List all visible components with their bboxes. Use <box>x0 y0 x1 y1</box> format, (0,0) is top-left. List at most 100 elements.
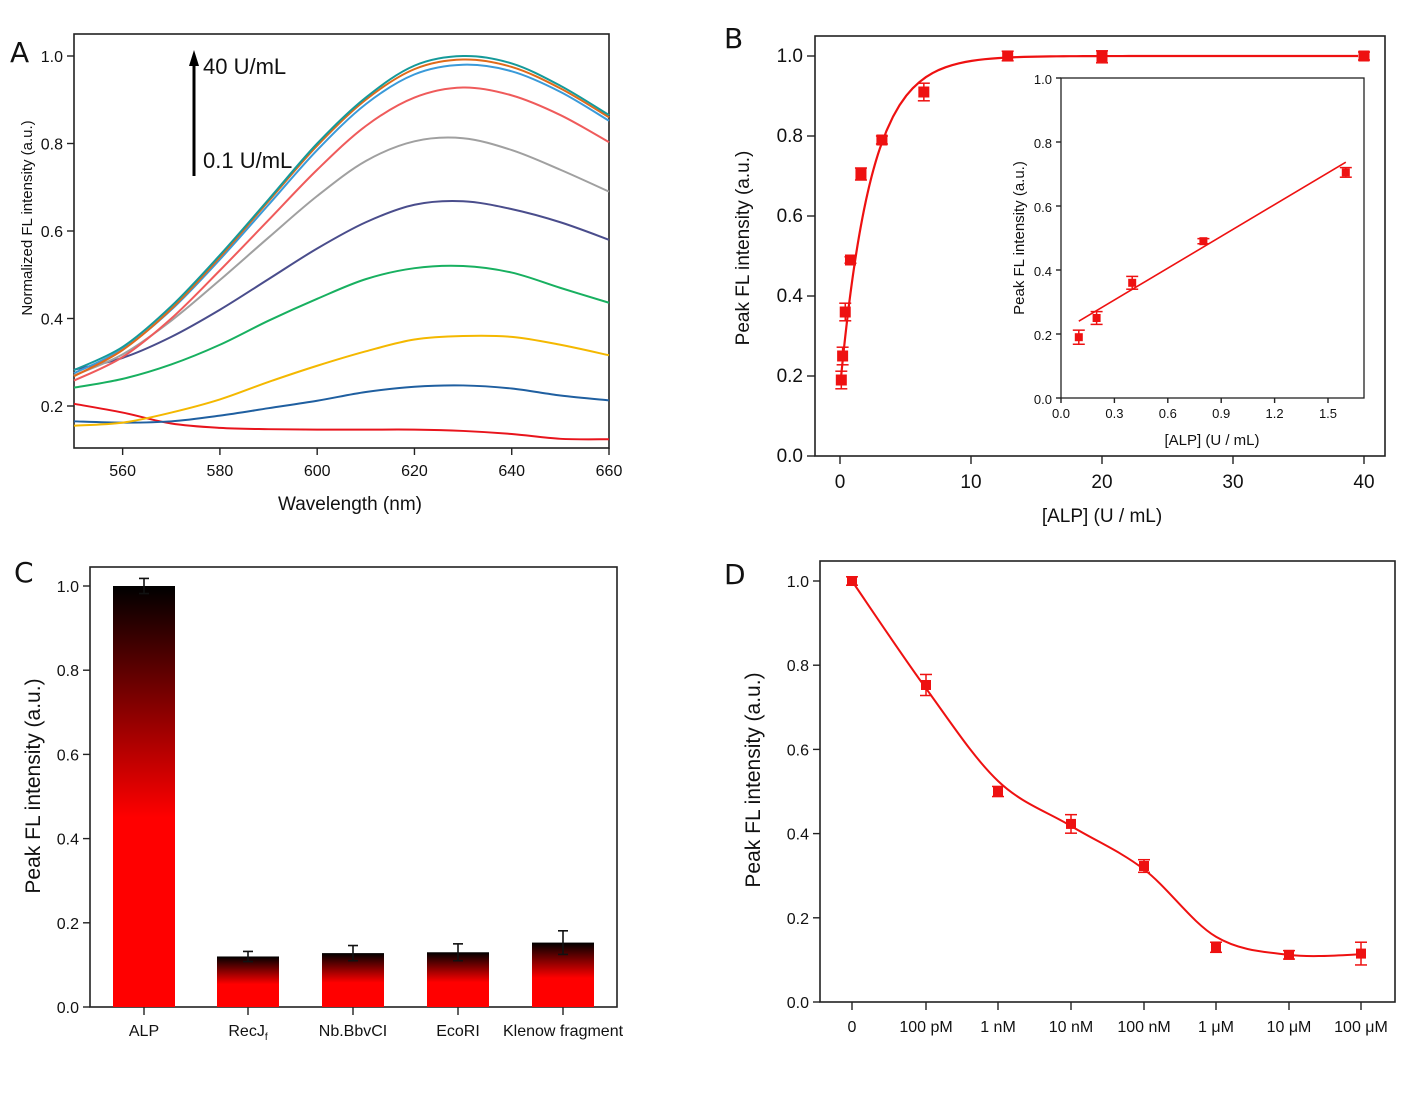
a-ytick-label: 0.4 <box>41 312 63 329</box>
inset-ytick-label: 1.0 <box>1034 72 1052 87</box>
spectrum-line <box>73 199 610 371</box>
a-xtick-label: 620 <box>401 463 428 480</box>
inset-xtick-label: 0.0 <box>1052 406 1070 421</box>
spectrum-line <box>73 384 610 424</box>
b-data-point <box>876 134 888 146</box>
b-ytick-label: 0.2 <box>777 366 803 387</box>
inset-data-point <box>1199 237 1208 246</box>
spectra-lines <box>73 54 610 441</box>
inset-data-point <box>1074 333 1083 342</box>
panel-label-a: A <box>10 36 29 69</box>
d-xtick-label: 1 nM <box>980 1019 1016 1036</box>
x-axis-title-b: [ALP] (U / mL) <box>1042 506 1162 527</box>
y-axis-b: 0.0 0.2 0.4 0.6 0.8 1.0 <box>777 46 815 467</box>
inset-ytick-label: 0.4 <box>1034 264 1052 279</box>
b-ytick-label: 0.8 <box>777 126 803 147</box>
panel-c: C 0.0 0.2 0.4 0.6 0.8 1.0 ALP RecJf Nb.BbvCI Eco… <box>14 556 624 1043</box>
x-axis-d: 0 100 pM 1 nM 10 nM 100 nM 1 μM 10 μM 100 μM <box>848 1002 1388 1036</box>
b-data-point <box>837 350 849 362</box>
d-ytick-label: 0.2 <box>787 911 809 928</box>
spectrum-line <box>73 402 610 441</box>
spectrum-line <box>73 58 610 378</box>
category-label: Nb.BbvCI <box>319 1023 387 1040</box>
d-ytick-label: 0.0 <box>787 995 809 1012</box>
b-ytick-label: 1.0 <box>777 46 803 67</box>
b-data-point <box>855 168 867 180</box>
panel-a: A 0.2 0.4 0.6 0.8 1.0 560 580 600 620 640 660 Wav… <box>10 33 622 515</box>
d-ytick-label: 0.4 <box>787 827 809 844</box>
bars-c <box>113 577 594 1007</box>
spectrum-line <box>73 54 610 372</box>
b-xtick-label: 10 <box>960 472 981 493</box>
inset-xtick-label: 0.3 <box>1105 406 1123 421</box>
b-data-point <box>918 86 930 98</box>
b-data-point <box>835 374 847 386</box>
inset-xtick-label: 1.2 <box>1266 406 1284 421</box>
c-ytick-label: 1.0 <box>57 579 79 596</box>
x-axis-inset: 0.0 0.3 0.6 0.9 1.2 1.5 <box>1052 398 1337 421</box>
inset-ytick-label: 0.2 <box>1034 328 1052 343</box>
spectrum-line <box>73 63 610 375</box>
category-label: ALP <box>129 1023 159 1040</box>
a-ytick-label: 0.6 <box>41 224 63 241</box>
d-xtick-label: 0 <box>848 1019 857 1036</box>
spectrum-line <box>73 136 610 377</box>
b-xtick-label: 40 <box>1353 472 1374 493</box>
inset-data-point <box>1128 278 1137 287</box>
data-points-inset <box>1072 166 1352 345</box>
b-data-point <box>1002 50 1014 62</box>
d-data-point <box>1211 942 1221 953</box>
panel-label-c: C <box>14 556 34 589</box>
c-ytick-label: 0.0 <box>57 1000 79 1017</box>
x-axis-c: ALP RecJf Nb.BbvCI EcoRI Klenow fragment <box>129 1007 624 1043</box>
inset-ytick-label: 0.0 <box>1034 392 1052 407</box>
inset-xtick-label: 0.6 <box>1159 406 1177 421</box>
spectrum-line <box>73 334 610 427</box>
panel-label-b: B <box>724 22 743 55</box>
inset-data-point <box>1092 314 1101 322</box>
plot-frame-d <box>819 560 1396 1003</box>
data-points-d <box>846 576 1367 966</box>
a-ytick-label: 0.8 <box>41 137 63 154</box>
plot-frame-a <box>73 33 610 449</box>
d-ytick-label: 0.6 <box>787 742 809 759</box>
b-data-point <box>1358 50 1370 62</box>
panel-b: B 0.0 0.2 0.4 0.6 0.8 1.0 0 10 20 30 40 [ALP] (U … <box>724 22 1386 527</box>
fit-curve <box>851 580 1362 958</box>
category-label: RecJf <box>228 1023 267 1043</box>
fit-curve-d <box>851 580 1362 958</box>
d-data-point <box>1066 818 1076 829</box>
x-axis-b: 0 10 20 30 40 <box>835 456 1375 493</box>
spectrum-line <box>73 264 610 389</box>
plot-frame-b <box>814 35 1386 457</box>
b-ytick-label: 0.6 <box>777 206 803 227</box>
bar <box>113 586 175 1007</box>
category-label: Klenow fragment <box>503 1023 624 1040</box>
b-data-point <box>1096 51 1108 63</box>
fit-line <box>1078 161 1347 322</box>
a-ytick-label: 1.0 <box>41 49 63 66</box>
a-xtick-label: 660 <box>596 463 623 480</box>
a-ytick-label: 0.2 <box>41 399 63 416</box>
bar <box>217 956 279 1007</box>
inset-xtick-label: 1.5 <box>1319 406 1337 421</box>
y-axis-c: 0.0 0.2 0.4 0.6 0.8 1.0 <box>57 579 90 1017</box>
category-label: EcoRI <box>436 1023 480 1040</box>
data-points-b <box>835 50 1370 390</box>
c-ytick-label: 0.8 <box>57 663 79 680</box>
inset-ytick-label: 0.6 <box>1034 200 1052 215</box>
y-axis-title-d: Peak FL intensity (a.u.) <box>742 672 765 887</box>
x-axis-a: 560 580 600 620 640 660 <box>109 448 622 480</box>
spectrum-line <box>73 86 610 382</box>
d-xtick-label: 100 pM <box>899 1019 952 1036</box>
b-ytick-label: 0.4 <box>777 286 804 307</box>
plot-frame-inset <box>1060 77 1365 399</box>
b-data-point <box>839 306 851 318</box>
d-data-point <box>1356 948 1366 959</box>
a-xtick-label: 600 <box>304 463 331 480</box>
b-xtick-label: 30 <box>1222 472 1243 493</box>
panel-label-d: D <box>724 558 746 591</box>
arrow-up-icon <box>189 50 199 66</box>
d-xtick-label: 10 μM <box>1267 1019 1312 1036</box>
d-ytick-label: 1.0 <box>787 574 809 591</box>
